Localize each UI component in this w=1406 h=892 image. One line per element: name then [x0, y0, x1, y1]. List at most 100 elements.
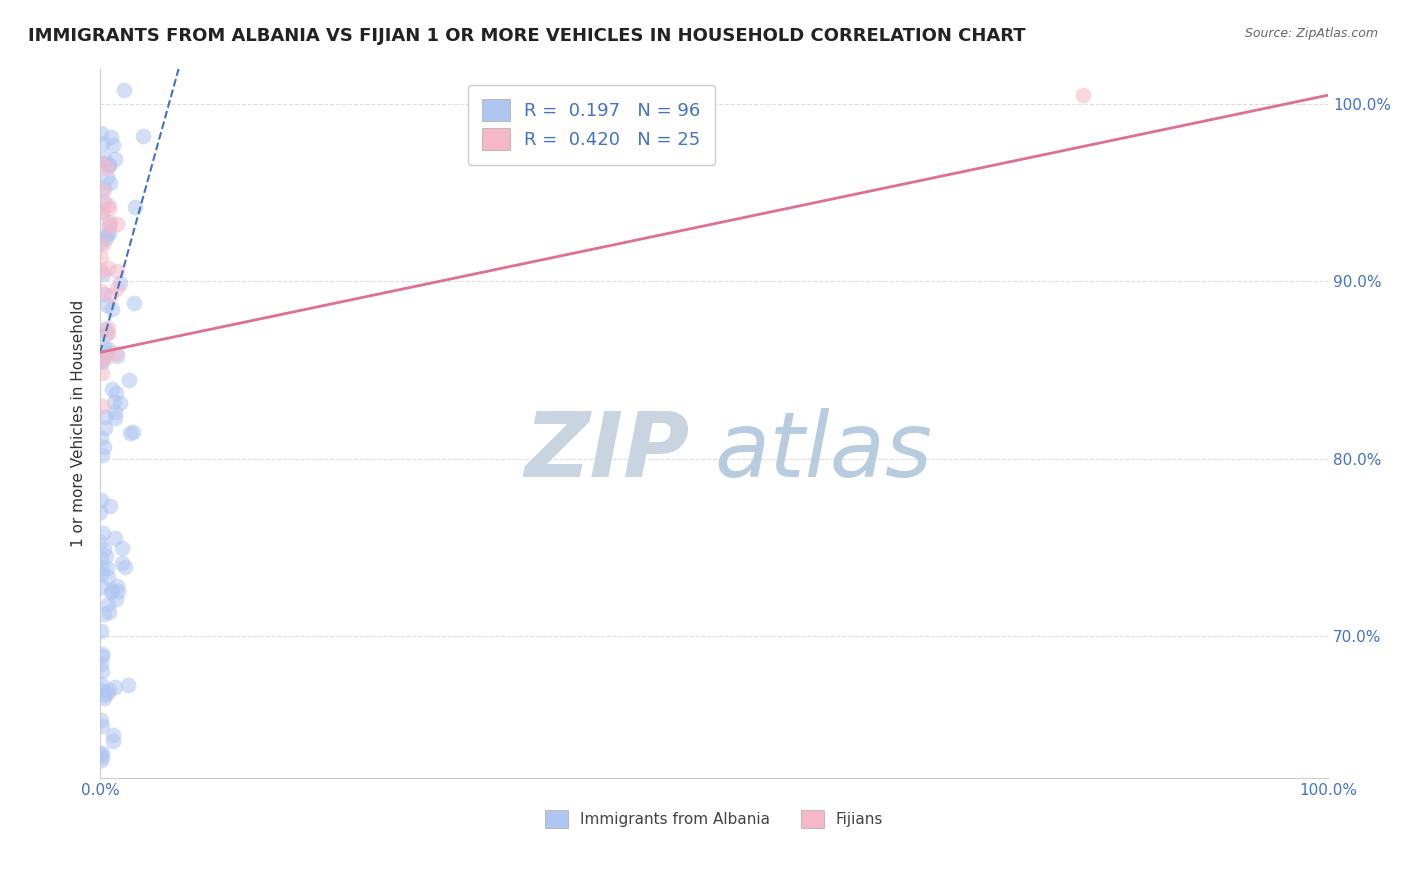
Point	[91, 399, 114, 413]
Text: atlas: atlas	[714, 408, 932, 496]
Point	[101, 734, 124, 748]
Point	[91, 448, 114, 462]
Text: IMMIGRANTS FROM ALBANIA VS FIJIAN 1 OR MORE VEHICLES IN HOUSEHOLD CORRELATION CH: IMMIGRANTS FROM ALBANIA VS FIJIAN 1 OR M…	[28, 27, 1026, 45]
Point	[90, 754, 112, 768]
Text: ZIP: ZIP	[524, 408, 689, 496]
Point	[89, 535, 111, 549]
Point	[91, 580, 114, 594]
Point	[131, 129, 153, 144]
Point	[104, 411, 127, 425]
Point	[91, 664, 114, 678]
Point	[101, 382, 124, 396]
Point	[93, 691, 115, 706]
Point	[104, 152, 127, 166]
Point	[96, 161, 118, 175]
Point	[91, 237, 114, 252]
Point	[91, 746, 114, 760]
Point	[93, 286, 115, 301]
Point	[107, 579, 129, 593]
Point	[93, 341, 115, 355]
Point	[91, 718, 114, 732]
Point	[105, 591, 128, 606]
Point	[105, 386, 128, 401]
Point	[93, 421, 115, 435]
Point	[90, 431, 112, 445]
Point	[94, 350, 117, 364]
Point	[107, 584, 129, 599]
Point	[90, 624, 112, 638]
Point	[96, 170, 118, 185]
Point	[90, 550, 112, 565]
Point	[108, 395, 131, 409]
Point	[93, 151, 115, 165]
Point	[118, 373, 141, 387]
Point	[114, 560, 136, 574]
Point	[90, 714, 112, 728]
Point	[98, 158, 121, 172]
Point	[98, 176, 121, 190]
Point	[105, 217, 128, 231]
Point	[94, 231, 117, 245]
Point	[96, 326, 118, 341]
Point	[90, 750, 112, 764]
Point	[90, 352, 112, 367]
Point	[117, 678, 139, 692]
Point	[93, 542, 115, 557]
Point	[93, 410, 115, 425]
Point	[96, 686, 118, 700]
Point	[93, 440, 115, 454]
Point	[96, 227, 118, 242]
Point	[101, 302, 124, 317]
Point	[100, 129, 122, 144]
Point	[97, 201, 120, 215]
Point	[93, 194, 115, 209]
Point	[103, 394, 125, 409]
Point	[90, 285, 112, 299]
Point	[91, 136, 114, 150]
Point	[90, 127, 112, 141]
Point	[104, 531, 127, 545]
Point	[90, 657, 112, 672]
Point	[93, 525, 115, 540]
Point	[105, 345, 128, 359]
Point	[105, 281, 128, 295]
Point	[112, 83, 135, 97]
Point	[90, 355, 112, 369]
Point	[98, 219, 121, 234]
Point	[108, 277, 131, 291]
Point	[105, 263, 128, 277]
Point	[1071, 88, 1094, 103]
Point	[97, 326, 120, 340]
Point	[91, 184, 114, 198]
Point	[100, 287, 122, 301]
Point	[93, 156, 115, 170]
Point	[90, 648, 112, 663]
Point	[124, 200, 146, 214]
Text: Source: ZipAtlas.com: Source: ZipAtlas.com	[1244, 27, 1378, 40]
Point	[97, 261, 120, 276]
Point	[100, 585, 122, 599]
Legend: Immigrants from Albania, Fijians: Immigrants from Albania, Fijians	[538, 804, 890, 834]
Point	[90, 566, 112, 581]
Point	[89, 747, 111, 762]
Point	[118, 426, 141, 441]
Point	[98, 226, 121, 240]
Point	[89, 505, 111, 519]
Point	[90, 235, 112, 249]
Point	[101, 728, 124, 742]
Point	[98, 217, 121, 231]
Point	[90, 156, 112, 170]
Point	[90, 352, 112, 367]
Point	[93, 181, 115, 195]
Point	[104, 681, 127, 695]
Point	[98, 499, 121, 513]
Point	[98, 683, 121, 698]
Point	[98, 158, 121, 172]
Point	[91, 268, 114, 282]
Point	[97, 342, 120, 356]
Point	[110, 557, 132, 571]
Point	[94, 346, 117, 360]
Point	[91, 647, 114, 661]
Point	[105, 349, 128, 363]
Point	[90, 493, 112, 508]
